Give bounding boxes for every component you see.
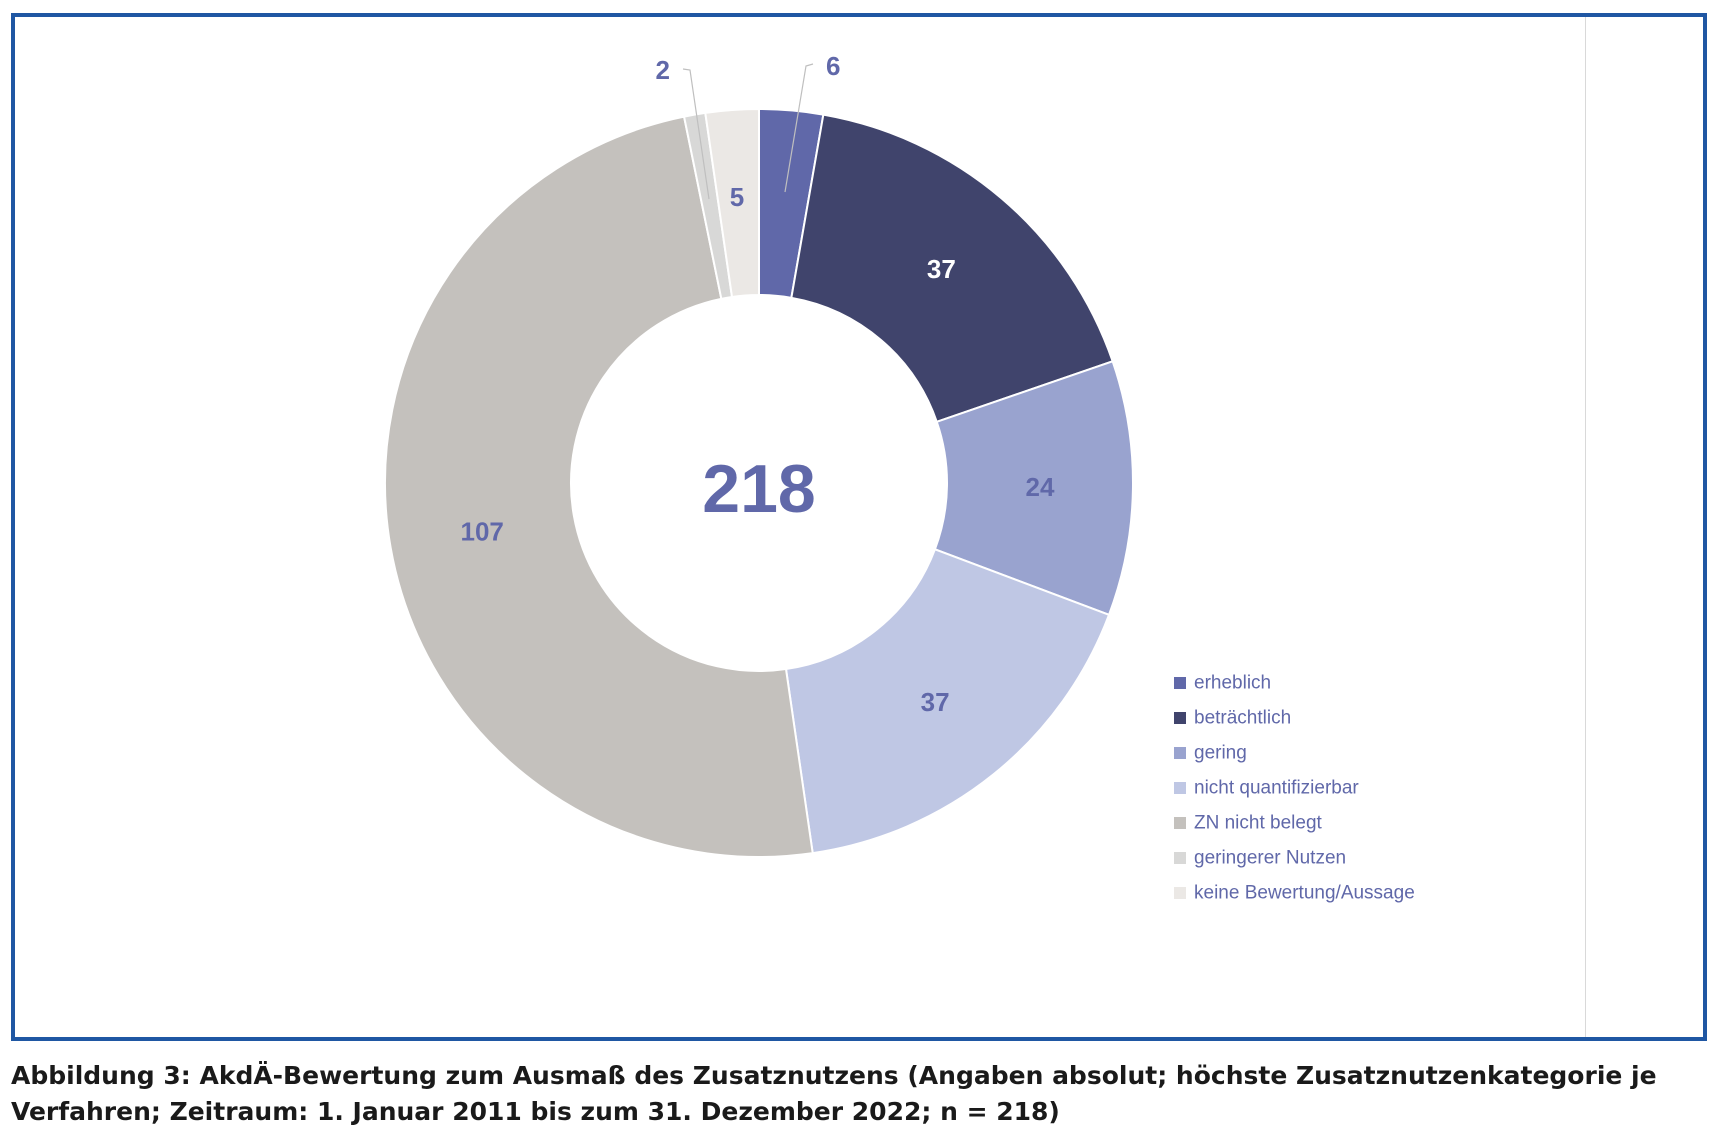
legend-label-7: keine Bewertung/Aussage <box>1194 883 1415 904</box>
leader-lines-group <box>682 63 814 200</box>
legend-label-3: gering <box>1194 743 1247 764</box>
legend-swatch-7 <box>1174 887 1186 899</box>
legend-label-2: beträchtlich <box>1194 708 1291 729</box>
donut-slice-3 <box>933 360 1134 617</box>
center-total-label: 218 <box>702 451 815 527</box>
data-label-1: 6 <box>826 51 840 81</box>
chart-panel: 6 37 24 37 107 2 5 218 erheblich beträchtlich ge… <box>15 17 1586 1037</box>
legend-swatch-6 <box>1174 852 1186 864</box>
legend-label-5: ZN nicht belegt <box>1194 813 1323 834</box>
slices-group <box>384 107 1134 858</box>
donut-slice-2 <box>790 113 1114 424</box>
figure-caption: Abbildung 3: AkdÄ-Bewertung zum Ausmaß d… <box>11 1061 1657 1126</box>
legend: erheblich beträchtlich gering nicht quantif… <box>1174 673 1415 904</box>
legend-label-6: geringerer Nutzen <box>1194 848 1346 869</box>
donut-slice-7 <box>704 107 760 299</box>
legend-label-4: nicht quantifizierbar <box>1194 778 1359 799</box>
donut-slice-5 <box>384 115 814 858</box>
data-label-5: 107 <box>460 516 503 546</box>
legend-swatch-3 <box>1174 747 1186 759</box>
figure-frame: 6 37 24 37 107 2 5 218 erheblich beträchtlich ge… <box>11 13 1707 1041</box>
data-label-2: 37 <box>927 254 956 284</box>
data-label-3: 24 <box>1026 472 1055 502</box>
data-label-7: 5 <box>730 182 744 212</box>
donut-chart: 6 37 24 37 107 2 5 218 erheblich beträchtlich ge… <box>384 51 1415 904</box>
legend-swatch-1 <box>1174 677 1186 689</box>
legend-swatch-4 <box>1174 782 1186 794</box>
data-labels-group: 6 37 24 37 107 2 5 <box>460 51 1054 717</box>
data-label-6: 2 <box>656 55 670 85</box>
legend-label-1: erheblich <box>1194 673 1271 694</box>
legend-swatch-5 <box>1174 817 1186 829</box>
data-label-4: 37 <box>921 687 950 717</box>
donut-slice-4 <box>784 547 1111 855</box>
legend-swatch-2 <box>1174 712 1186 724</box>
leader-line-1 <box>784 63 814 193</box>
leader-line-6 <box>682 68 710 200</box>
